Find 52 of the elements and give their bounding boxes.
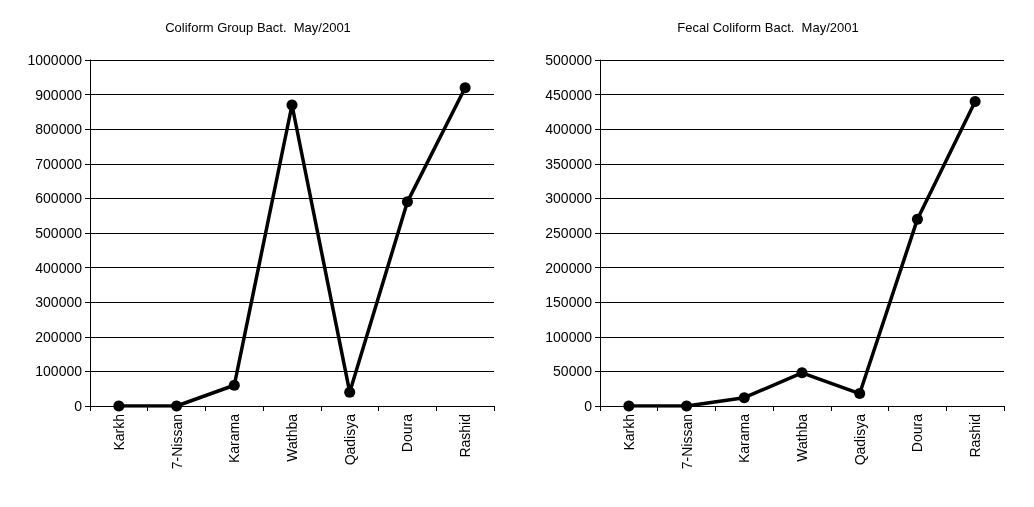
x-tick-label: Doura: [909, 413, 926, 453]
point: [228, 379, 240, 391]
y-tick-label: 400000: [35, 259, 83, 276]
y-tick-label: 100000: [545, 328, 593, 345]
y-tick-label: 100000: [35, 363, 83, 380]
y-tick-label: 50000: [553, 363, 593, 380]
y-tick-label: 200000: [545, 259, 593, 276]
y-tick-label: 0: [584, 398, 593, 414]
y-tick-label: 500000: [545, 52, 593, 68]
y-tick-label: 600000: [35, 190, 83, 207]
x-tick-label: Rashid: [457, 414, 474, 458]
y-tick-label: 150000: [545, 294, 593, 311]
x-tick-label: Karama: [736, 413, 753, 464]
y-tick-label: 450000: [545, 86, 593, 103]
y-tick-label: 700000: [35, 155, 83, 172]
point: [113, 400, 125, 412]
y-tick-label: 800000: [35, 121, 83, 138]
point: [681, 400, 693, 412]
point: [796, 367, 808, 379]
y-tick-label: 900000: [35, 86, 83, 103]
x-tick-label: 7-Nissan: [678, 414, 695, 470]
y-tick-label: 400000: [545, 121, 593, 138]
y-tick-label: 500000: [35, 225, 83, 241]
x-tick-label: Rashid: [967, 414, 984, 458]
y-tick-label: 200000: [35, 328, 83, 345]
x-tick-label: Doura: [399, 413, 416, 453]
point: [911, 213, 923, 225]
x-tick-label: Qadisya: [851, 413, 868, 466]
point: [344, 386, 356, 398]
chart-title: Coliform Group Bact. May/2001: [165, 20, 351, 35]
point: [854, 388, 866, 400]
x-tick-label: Karama: [226, 413, 243, 464]
x-tick-label: Qadisya: [341, 413, 358, 466]
y-tick-label: 350000: [545, 155, 593, 172]
point: [286, 99, 298, 111]
point: [738, 392, 750, 404]
y-tick-label: 250000: [545, 225, 593, 241]
point: [623, 400, 635, 412]
x-tick-label: Wathba: [794, 413, 810, 462]
x-tick-label: Karkh: [620, 414, 637, 451]
y-tick-label: 300000: [545, 190, 593, 207]
chart-title: Fecal Coliform Bact. May/2001: [677, 20, 859, 35]
x-tick-label: 7-Nissan: [168, 414, 185, 470]
point: [401, 196, 413, 208]
y-tick-label: 300000: [35, 294, 83, 311]
point: [459, 82, 471, 94]
x-tick-label: Wathba: [284, 413, 300, 462]
x-tick-label: Karkh: [110, 414, 127, 451]
y-tick-label: 1000000: [27, 52, 83, 68]
point: [969, 96, 981, 108]
point: [171, 400, 183, 412]
y-tick-label: 0: [74, 398, 83, 414]
